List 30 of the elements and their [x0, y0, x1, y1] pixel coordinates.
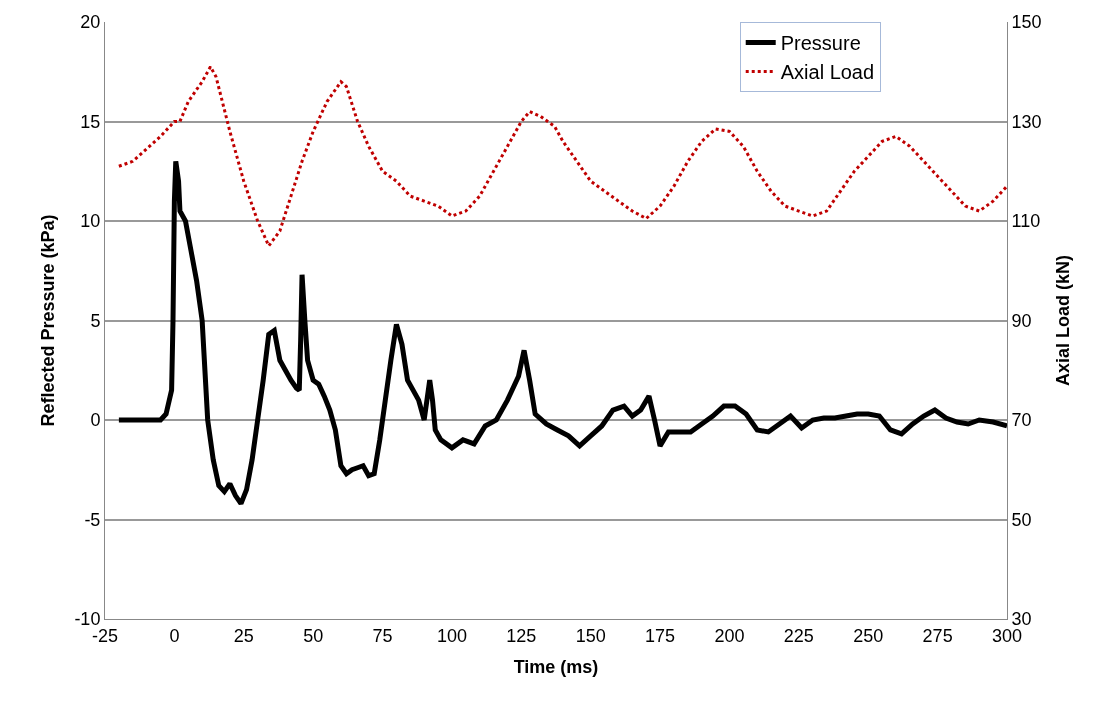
y-tick-label: 0: [90, 410, 101, 431]
y2-tick-label: 150: [1011, 12, 1042, 33]
y-tick-label: -5: [84, 509, 101, 530]
x-tick-label: 0: [169, 625, 180, 646]
y2-axis-title: Axial Load (kN): [1052, 254, 1073, 387]
y-tick-label: 10: [80, 211, 101, 232]
x-tick-label: 75: [372, 625, 393, 646]
x-axis-title: Time (ms): [513, 656, 599, 677]
y-tick-label: 5: [90, 310, 101, 331]
y2-tick-label: 70: [1011, 410, 1032, 431]
x-tick-label: 100: [436, 625, 467, 646]
x-tick-label: 150: [575, 625, 606, 646]
x-tick-label: 225: [783, 625, 814, 646]
x-tick-label: 250: [853, 625, 884, 646]
line-series: [117, 65, 1007, 248]
y-tick-label: 15: [80, 111, 101, 132]
x-tick-label: 200: [714, 625, 745, 646]
x-tick-label: 275: [922, 625, 953, 646]
y-tick-label: 20: [80, 12, 101, 33]
legend-label: Pressure: [780, 32, 861, 55]
y-axis-title: Reflected Pressure (kPa): [37, 214, 58, 427]
y2-tick-label: 130: [1011, 111, 1042, 132]
legend-label: Axial Load: [780, 61, 875, 84]
x-tick-label: 175: [645, 625, 676, 646]
y2-tick-label: 110: [1011, 211, 1041, 232]
y2-tick-label: 50: [1011, 509, 1032, 530]
x-tick-label: 25: [233, 625, 254, 646]
x-tick-label: 125: [506, 625, 537, 646]
y2-tick-label: 90: [1011, 310, 1032, 331]
x-tick-label: 50: [303, 625, 324, 646]
